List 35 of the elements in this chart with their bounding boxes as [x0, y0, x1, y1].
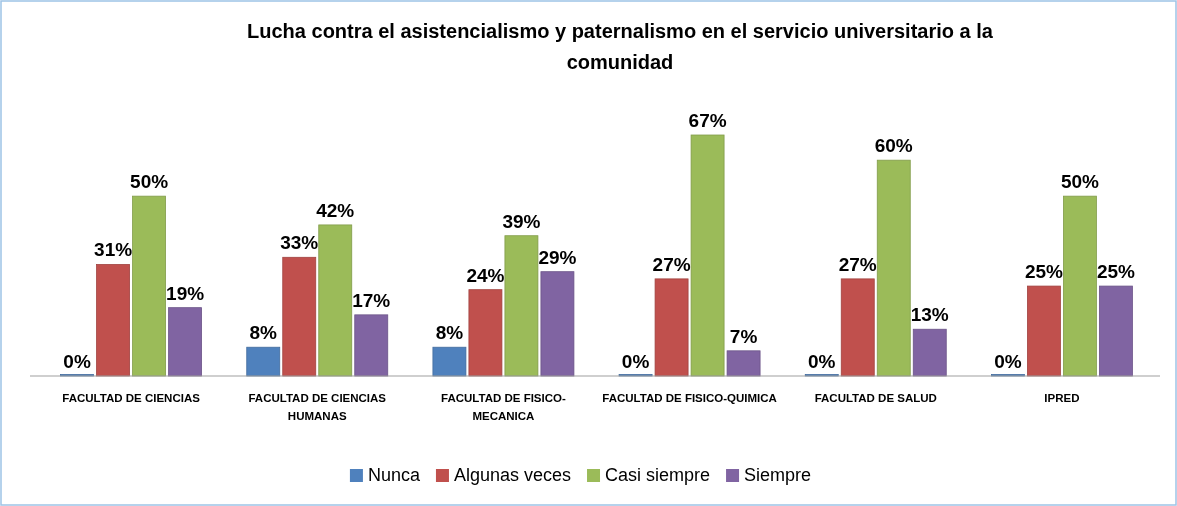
x-tick-label: FACULTAD DE FISICO-QUIMICA [602, 392, 777, 404]
data-label: 60% [874, 135, 913, 157]
data-label: 0% [994, 351, 1022, 372]
data-label: 19% [166, 282, 205, 304]
data-label: 0% [621, 351, 650, 372]
x-tick-label: FACULTAD DE CIENCIAS HUMANAS [248, 392, 387, 422]
x-tick-label: IPRED [1044, 392, 1080, 404]
x-tick-label: FACULTAD DE CIENCIAS [62, 392, 201, 404]
data-label: 8% [249, 322, 278, 344]
chart-title: Lucha contra el asistencialismo y paternalismo en el servicio universitario a la comunidad [247, 20, 994, 73]
legend-label: Nunca [367, 465, 421, 485]
data-label: 31% [94, 239, 133, 261]
data-label: 27% [838, 253, 877, 275]
data-label: 67% [688, 110, 727, 131]
data-label: 7% [729, 325, 758, 347]
legend-label: Siempre [744, 465, 812, 485]
data-label: 29% [538, 246, 577, 268]
legend-label: Casi siempre [605, 465, 711, 485]
x-tick-label: FACULTAD DE FISICO-MECANICA [441, 392, 566, 422]
data-label: 13% [910, 304, 949, 326]
x-tick-label: FACULTAD DE SALUD [814, 392, 937, 404]
data-label: 25% [1024, 261, 1064, 283]
data-label: 0% [808, 351, 836, 372]
data-label: 27% [652, 253, 691, 275]
data-label: 8% [435, 322, 464, 344]
data-label: 42% [316, 199, 355, 221]
data-label: 39% [502, 210, 541, 232]
data-label: 0% [63, 351, 91, 372]
data-label: 25% [1096, 261, 1136, 283]
legend-label: Algunas veces [453, 465, 572, 485]
data-label: 17% [352, 289, 391, 311]
data-label: 50% [1060, 171, 1100, 193]
data-label: 24% [466, 264, 505, 286]
data-label: 33% [280, 232, 319, 254]
data-label: 50% [130, 171, 169, 193]
